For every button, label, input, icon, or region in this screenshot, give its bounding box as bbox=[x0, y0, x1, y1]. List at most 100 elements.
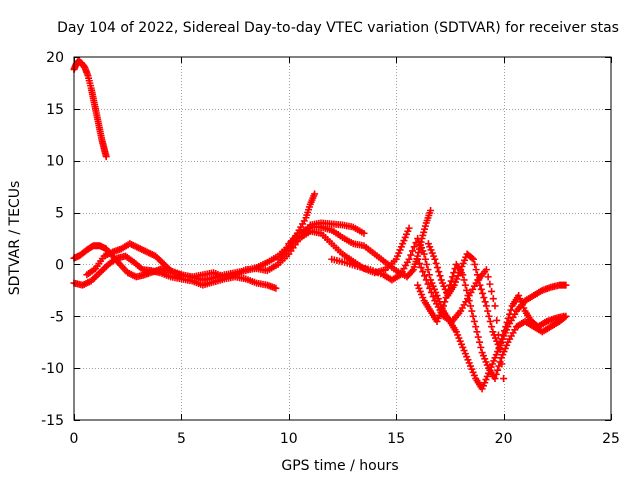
data-point-interp bbox=[429, 293, 437, 301]
series-10 bbox=[414, 255, 508, 383]
data-point-interp bbox=[497, 339, 505, 347]
data-point-interp bbox=[427, 288, 435, 296]
y-axis-label: SDTVAR / TECUs bbox=[7, 181, 23, 296]
data-point bbox=[427, 206, 435, 214]
data-point-interp bbox=[423, 260, 431, 268]
data-point-interp bbox=[424, 266, 432, 274]
y-tick-label: -15 bbox=[41, 413, 64, 429]
data-point-interp bbox=[480, 294, 488, 302]
data-point bbox=[420, 250, 428, 258]
data-point-interp bbox=[415, 249, 423, 257]
y-tick-label: 5 bbox=[55, 206, 64, 222]
data-point-interp bbox=[436, 272, 444, 280]
data-point bbox=[422, 276, 430, 284]
data-point bbox=[562, 281, 570, 289]
y-tick-label: 10 bbox=[46, 154, 64, 170]
data-point-interp bbox=[503, 319, 511, 327]
x-tick-label: 15 bbox=[387, 431, 405, 447]
data-point-interp bbox=[432, 259, 440, 267]
y-tick-label: 15 bbox=[46, 102, 64, 118]
series-9 bbox=[424, 240, 568, 351]
data-point bbox=[414, 255, 422, 263]
x-tick-label: 25 bbox=[602, 431, 620, 447]
data-point-interp bbox=[463, 286, 471, 294]
x-tick-label: 5 bbox=[177, 431, 186, 447]
data-point bbox=[476, 281, 484, 289]
data-point-interp bbox=[481, 298, 489, 306]
chart-title: Day 104 of 2022, Sidereal Day-to-day VTE… bbox=[57, 20, 619, 36]
data-point-interp bbox=[419, 268, 427, 276]
data-point-interp bbox=[496, 345, 504, 353]
data-point-interp bbox=[473, 328, 481, 336]
data-point bbox=[311, 190, 319, 198]
data-point bbox=[405, 255, 413, 263]
x-tick-label: 0 bbox=[70, 431, 79, 447]
series-4 bbox=[83, 219, 368, 281]
x-tick-label: 20 bbox=[495, 431, 513, 447]
data-point-interp bbox=[470, 317, 478, 325]
data-point-interp bbox=[476, 338, 484, 346]
data-point-interp bbox=[477, 343, 485, 351]
data-point-interp bbox=[494, 366, 502, 374]
data-point-interp bbox=[435, 268, 443, 276]
y-tick-label: 0 bbox=[55, 257, 64, 273]
data-point-interp bbox=[500, 327, 508, 335]
data-point-interp bbox=[441, 298, 449, 306]
data-point-interp bbox=[471, 260, 479, 268]
data-point bbox=[560, 312, 568, 320]
data-point-interp bbox=[504, 314, 512, 322]
data-point-interp bbox=[498, 335, 506, 343]
data-point bbox=[500, 375, 508, 383]
data-point-interp bbox=[425, 271, 433, 279]
data-point-interp bbox=[417, 264, 425, 272]
data-point-interp bbox=[468, 307, 476, 315]
data-point-interp bbox=[485, 312, 493, 320]
data-point-interp bbox=[421, 272, 429, 280]
data-point-interp bbox=[472, 266, 480, 274]
data-point-interp bbox=[410, 243, 418, 251]
data-point-interp bbox=[448, 273, 456, 281]
data-point-interp bbox=[408, 267, 416, 275]
data-point-interp bbox=[477, 285, 485, 293]
data-point-interp bbox=[498, 360, 506, 368]
data-point-interp bbox=[494, 331, 502, 339]
data-point bbox=[439, 302, 447, 310]
y-tick-label: -5 bbox=[50, 309, 64, 325]
data-point-interp bbox=[506, 310, 514, 318]
gridlines bbox=[74, 57, 611, 420]
data-point-interp bbox=[460, 276, 468, 284]
data-point bbox=[482, 266, 490, 274]
data-point bbox=[491, 375, 499, 383]
data-point-interp bbox=[409, 247, 417, 255]
data-point-interp bbox=[467, 302, 475, 310]
data-point-interp bbox=[488, 323, 496, 331]
data-point bbox=[431, 255, 439, 263]
data-point-interp bbox=[492, 370, 500, 378]
x-axis-label: GPS time / hours bbox=[281, 458, 398, 474]
data-point-interp bbox=[489, 295, 497, 303]
data-point-interp bbox=[474, 333, 482, 341]
data-point bbox=[272, 284, 280, 292]
data-point-interp bbox=[426, 284, 434, 292]
series-7 bbox=[328, 235, 570, 393]
y-tick-label: -10 bbox=[41, 361, 64, 377]
data-point-interp bbox=[493, 316, 501, 324]
data-point bbox=[102, 153, 110, 161]
x-tick-label: 10 bbox=[280, 431, 298, 447]
data-point bbox=[502, 323, 510, 331]
data-point bbox=[405, 224, 413, 232]
data-series bbox=[70, 57, 570, 393]
series-2 bbox=[70, 190, 319, 284]
data-point-interp bbox=[469, 312, 477, 320]
data-point-interp bbox=[421, 255, 429, 263]
data-point-interp bbox=[488, 287, 496, 295]
data-point-interp bbox=[424, 280, 432, 288]
data-point-interp bbox=[486, 280, 494, 288]
data-point bbox=[491, 302, 499, 310]
data-point-interp bbox=[433, 264, 441, 272]
data-point bbox=[472, 323, 480, 331]
data-point-interp bbox=[447, 277, 455, 285]
axis-ticks: 0 5 10 15 20 25 -15 -10 -5 0 5 10 15 20 bbox=[41, 50, 620, 447]
data-point-interp bbox=[407, 251, 415, 259]
data-point-interp bbox=[484, 273, 492, 281]
